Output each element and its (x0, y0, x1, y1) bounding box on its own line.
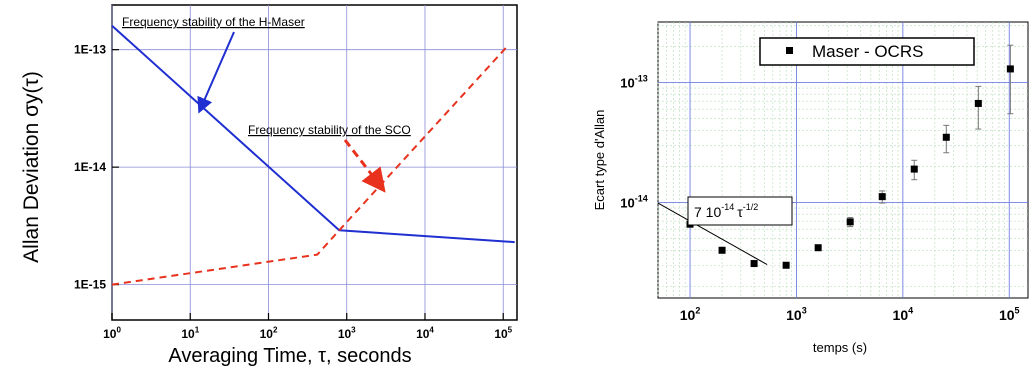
x-tick-label-right-1-exp: 3 (802, 306, 807, 316)
y-axis-title-left: Allan Deviation σy(τ) (20, 71, 43, 263)
y-tick-label-right-base: 10 (620, 196, 634, 211)
x-tick-label-right-0: 102 (680, 306, 701, 323)
y-tick-label-left-1: 1E-14 (74, 160, 106, 174)
legend-label: Maser - OCRS (812, 42, 923, 61)
series-line-left-1 (111, 46, 508, 286)
fit-label-coef-exp: -14 (721, 202, 734, 212)
data-point (750, 260, 758, 268)
x-tick-label-left-1-base: 10 (181, 327, 195, 341)
fit-label-tau-exp: -1/2 (743, 202, 759, 212)
y-tick-label-right-0: 10-13 (620, 74, 647, 91)
x-tick-label-left-3: 103 (338, 326, 356, 341)
y-tick-label-left-2: 1E-15 (74, 278, 106, 292)
x-tick-label-left-3-base: 10 (338, 327, 352, 341)
x-tick-label-left-3-exp: 3 (351, 326, 356, 335)
x-tick-label-right-0-exp: 2 (695, 306, 700, 316)
data-point (910, 165, 918, 173)
x-tick-label-left-4: 104 (416, 326, 434, 341)
x-tick-labels-left: 100 101 102 103 104 105 (103, 326, 513, 341)
annotation-hmaser-arrow (197, 31, 235, 114)
plot-frame-left (111, 4, 518, 321)
x-tick-label-left-4-exp: 4 (429, 326, 434, 335)
x-tick-label-right-2: 104 (893, 306, 914, 323)
data-point (814, 244, 822, 252)
x-tick-label-left-1-exp: 1 (195, 326, 200, 335)
data-point (782, 261, 790, 269)
legend-box (759, 37, 975, 66)
y-tick-label-right-exp: -14 (635, 194, 648, 204)
grid-left (111, 5, 517, 320)
x-tick-label-left-5-exp: 5 (508, 326, 513, 335)
x-tick-label-right-3: 105 (999, 306, 1020, 323)
x-tick-label-right-3-exp: 5 (1015, 306, 1020, 316)
y-tick-labels-left: 1E-13 1E-14 1E-15 (74, 43, 106, 292)
x-tick-label-right-3-base: 10 (999, 307, 1015, 323)
fit-line (657, 202, 768, 266)
annotation-sco-arrow (343, 139, 386, 193)
x-tick-label-right-2-exp: 4 (908, 306, 913, 316)
x-tick-label-left-5-base: 10 (494, 327, 508, 341)
fit-label-tau: τ (737, 204, 743, 220)
data-point (846, 218, 854, 226)
x-tick-label-right-1-base: 10 (786, 307, 802, 323)
x-tick-label-left-2: 102 (260, 326, 278, 341)
x-tick-labels-right: 102 103 104 105 (680, 306, 1020, 323)
fit-label-box (687, 196, 793, 226)
x-tick-label-left-4-base: 10 (416, 327, 430, 341)
x-tick-label-right-1: 103 (786, 306, 807, 323)
data-point (1006, 65, 1014, 73)
x-tick-label-right-0-base: 10 (680, 307, 696, 323)
x-tick-label-left-0-base: 10 (103, 327, 117, 341)
y-axis-title-right: Ecart type d'Allan (592, 110, 607, 211)
data-point (974, 99, 982, 107)
series-right (657, 44, 1014, 269)
y-tick-label-right-1: 10-14 (620, 194, 647, 211)
fit-label-text: 7 10-14 τ-1/2 (694, 202, 758, 220)
data-point (878, 193, 886, 201)
x-tick-label-right-2-base: 10 (893, 307, 909, 323)
annotation-hmaser-label: Frequency stability of the H-Maser (122, 15, 305, 29)
data-point (718, 246, 726, 254)
fit-label-coef: 7 10 (694, 204, 721, 220)
y-tick-label-left-0: 1E-13 (74, 43, 106, 57)
x-tick-label-left-0: 100 (103, 326, 121, 341)
fit-label: 7 10-14 τ-1/2 (687, 196, 793, 226)
grid-right (657, 22, 1028, 298)
series-left (111, 24, 515, 286)
y-tick-label-right-base: 10 (620, 76, 634, 91)
x-tick-label-left-0-exp: 0 (116, 326, 121, 335)
x-tick-label-left-1: 101 (181, 326, 199, 341)
y-tick-label-right-exp: -13 (635, 74, 648, 84)
x-tick-label-left-2-exp: 2 (273, 326, 278, 335)
legend-marker (786, 47, 793, 54)
data-point (942, 133, 950, 141)
x-tick-label-left-2-base: 10 (260, 327, 274, 341)
annotation-sco-label: Frequency stability of the SCO (248, 123, 411, 137)
legend-right: Maser - OCRS (759, 37, 975, 66)
x-axis-title-right: temps (s) (813, 340, 867, 355)
x-tick-label-left-5: 105 (494, 326, 512, 341)
x-axis-title-left: Averaging Time, τ, seconds (168, 345, 411, 367)
